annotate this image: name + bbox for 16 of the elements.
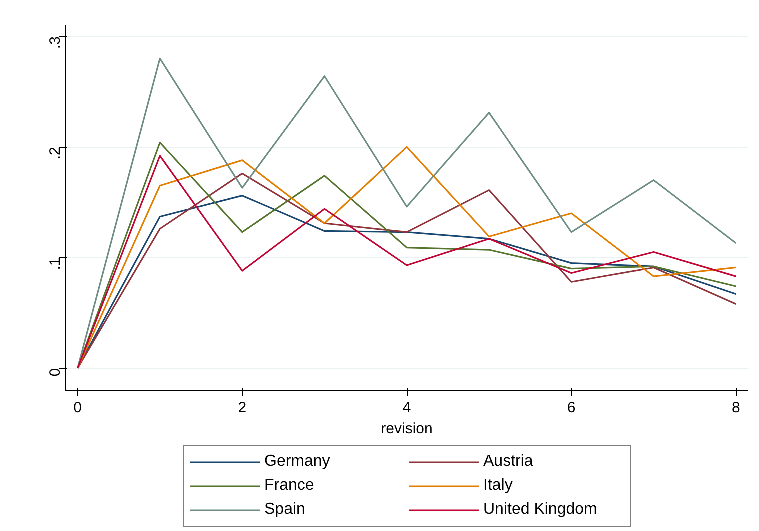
x-tick-label: 0	[74, 400, 82, 416]
x-tick-label: 8	[732, 400, 740, 416]
y-tick-label: .3	[47, 36, 64, 50]
y-tick-label: .1	[47, 258, 64, 270]
legend-label: Spain	[264, 500, 306, 518]
x-tick-label: 6	[567, 400, 576, 416]
x-tick-label: 4	[402, 400, 412, 416]
legend-label: Italy	[484, 476, 514, 494]
legend-label: Germany	[264, 452, 332, 470]
legend-label: Austria	[484, 452, 534, 470]
x-axis-title: revision	[381, 420, 433, 438]
y-tick-label: 0	[47, 368, 64, 377]
legend-label: United Kingdom	[484, 500, 598, 518]
y-tick-label: .2	[47, 147, 64, 160]
x-tick-label: 2	[238, 400, 247, 416]
legend-label: France	[264, 476, 316, 494]
